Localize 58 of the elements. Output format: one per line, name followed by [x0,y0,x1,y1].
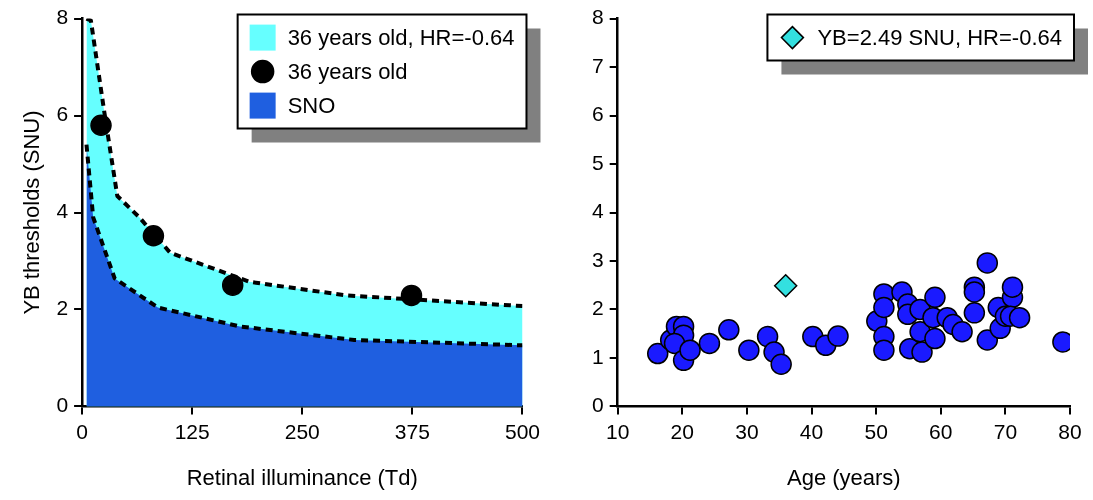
x-tick-label: 40 [799,419,824,443]
y-tick-label: 0 [591,393,604,417]
point [976,329,999,351]
y-tick-label: 1 [591,344,604,368]
point [1008,306,1031,329]
point [770,353,792,375]
point [873,296,895,319]
x-axis-title: Age (years) [786,464,901,490]
point [738,339,760,361]
y-tick-label: 8 [56,5,69,29]
point [963,302,986,324]
point [718,319,740,341]
y-tick-label: 0 [56,393,69,417]
y-tick-label: 4 [591,199,604,223]
x-tick-label: 30 [735,419,759,443]
x-tick-label: 60 [929,419,953,443]
point [773,273,798,298]
y-tick-label: 8 [591,5,604,29]
point [400,284,423,307]
point [827,325,849,347]
y-tick-label: 2 [56,296,69,320]
y-tick-label: 4 [56,199,69,223]
point [698,332,721,355]
x-tick-label: 250 [284,419,320,443]
legend-label: 36 years old, HR=-0.64 [287,24,515,50]
point [646,342,669,365]
point [951,321,973,343]
x-tick-label: 0 [76,419,88,443]
point [679,339,701,361]
y-tick-label: 6 [591,102,604,126]
point [1001,276,1024,298]
x-tick-label: 500 [504,419,540,443]
x-tick-label: 50 [864,419,888,443]
point [142,225,165,247]
x-tick-label: 125 [174,419,210,443]
x-tick-label: 20 [670,419,694,443]
point [911,341,933,363]
y-tick-label: 5 [591,150,604,174]
legend-label: 36 years old [287,58,408,84]
legend-label: SNO [287,92,336,118]
point [924,327,946,350]
y-tick-label: 7 [591,53,604,77]
y-axis-title: YB thresholds (SNU) [19,110,45,315]
point [924,286,946,309]
x-tick-label: 80 [1058,419,1082,443]
legend-label: YB=2.49 SNU, HR=-0.64 [817,24,1063,50]
x-tick-label: 10 [606,419,630,443]
x-tick-label: 70 [993,419,1018,443]
point [221,274,244,296]
y-tick-label: 2 [591,296,604,320]
point [873,339,895,361]
y-tick-label: 3 [591,247,604,271]
point [976,252,999,274]
point [90,114,112,136]
y-tick-label: 6 [56,102,69,126]
x-tick-label: 375 [394,419,430,443]
x-axis-title: Retinal illuminance (Td) [186,464,418,490]
point [963,281,986,303]
